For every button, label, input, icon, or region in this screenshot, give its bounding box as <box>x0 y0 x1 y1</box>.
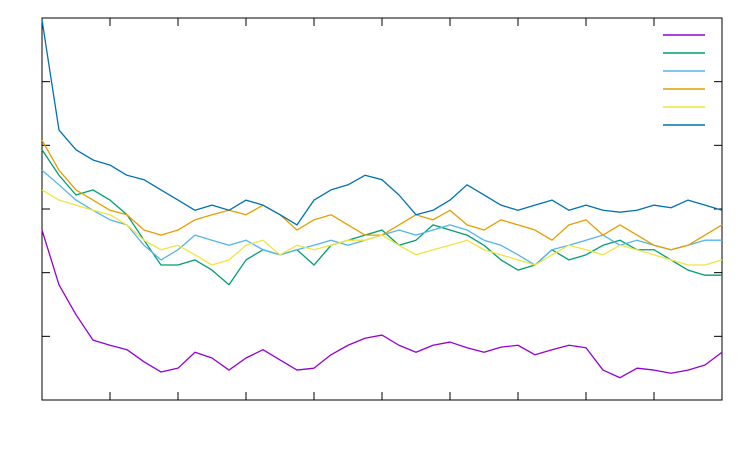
series-line <box>41 169 722 266</box>
series-line <box>41 139 723 251</box>
plot-frame <box>41 17 723 401</box>
series-line <box>41 229 723 379</box>
series-line <box>41 189 723 266</box>
series-line <box>41 19 723 226</box>
series-line <box>41 149 722 286</box>
